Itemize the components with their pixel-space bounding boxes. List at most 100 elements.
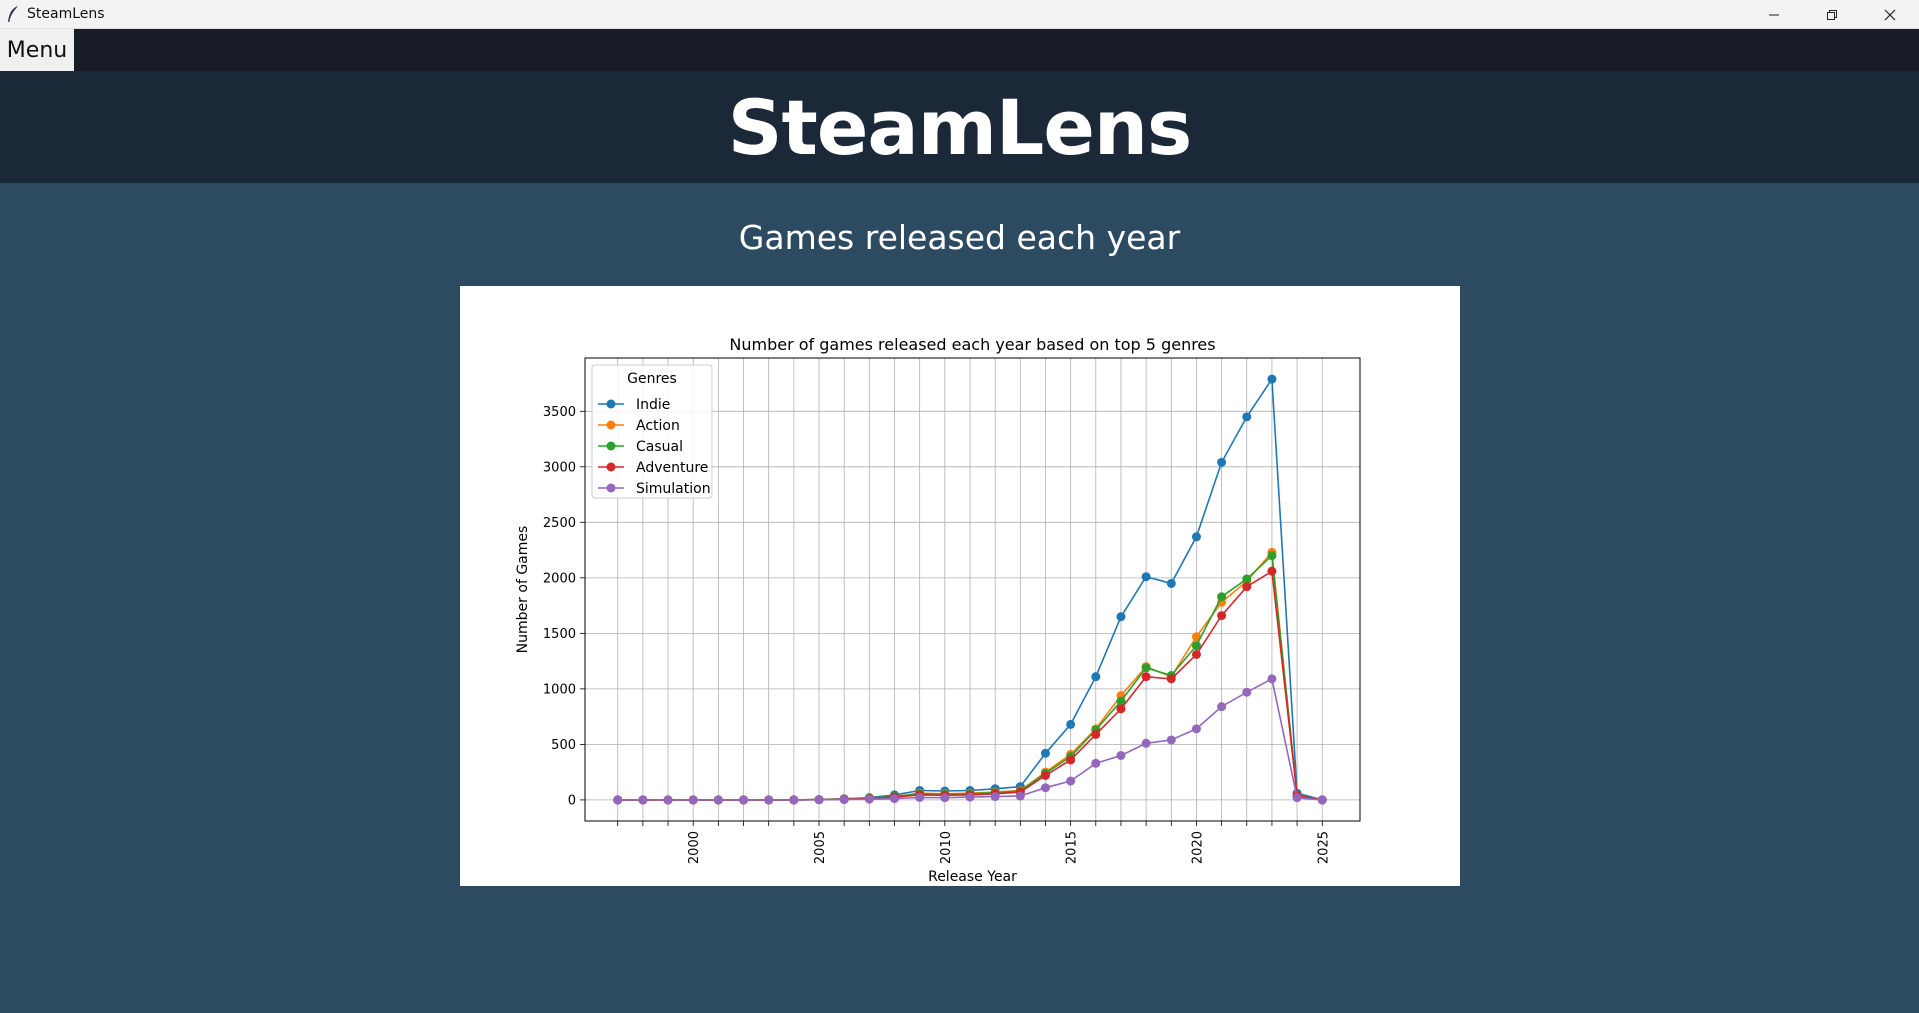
- data-point: [1141, 663, 1151, 673]
- data-point: [1217, 457, 1227, 467]
- data-point: [1267, 374, 1277, 384]
- menu-button[interactable]: Menu: [0, 29, 74, 71]
- data-point: [1091, 758, 1101, 768]
- data-point: [940, 793, 950, 803]
- data-point: [1040, 770, 1050, 780]
- minimize-button[interactable]: [1745, 0, 1803, 29]
- x-tick-label: 2020: [1190, 831, 1205, 864]
- data-point: [1191, 724, 1201, 734]
- data-point: [638, 795, 648, 805]
- data-point: [663, 795, 673, 805]
- legend-swatch-marker: [606, 441, 616, 451]
- restore-button[interactable]: [1803, 0, 1861, 29]
- data-point: [1267, 551, 1277, 561]
- y-tick-label: 2500: [543, 516, 576, 531]
- data-point: [1217, 611, 1227, 621]
- app-title: SteamLens: [727, 82, 1192, 172]
- data-point: [713, 795, 723, 805]
- x-tick-label: 2000: [687, 831, 702, 864]
- y-tick-label: 500: [551, 738, 576, 753]
- data-point: [1242, 582, 1252, 592]
- section-title: Games released each year: [738, 218, 1181, 257]
- data-point: [915, 792, 925, 802]
- y-axis-label: Number of Games: [515, 526, 531, 654]
- data-point: [1242, 574, 1252, 584]
- data-point: [1116, 704, 1126, 714]
- y-tick-label: 3500: [543, 405, 576, 420]
- data-point: [1267, 674, 1277, 684]
- data-point: [864, 794, 874, 804]
- legend-entry: Indie: [636, 397, 670, 413]
- data-point: [1015, 791, 1025, 801]
- menu-bar: Menu: [0, 29, 1919, 71]
- data-point: [1191, 641, 1201, 651]
- data-point: [1066, 755, 1076, 765]
- app-header: SteamLens: [0, 71, 1919, 183]
- data-point: [1166, 735, 1176, 745]
- chart-panel: 2000 2005 2010 2015 2020 2025 0 500 1000 1500 2000…: [460, 286, 1460, 886]
- data-point: [1191, 532, 1201, 542]
- data-point: [1166, 674, 1176, 684]
- data-point: [965, 792, 975, 802]
- data-point: [1141, 572, 1151, 582]
- y-tick-label: 3000: [543, 460, 576, 475]
- data-point: [1191, 632, 1201, 642]
- line-chart: 2000 2005 2010 2015 2020 2025 0 500 1000 1500 2000…: [515, 335, 1361, 885]
- data-point: [1066, 776, 1076, 786]
- data-point: [990, 792, 1000, 802]
- y-tick-label: 1000: [543, 682, 576, 697]
- minimize-icon: [1769, 14, 1779, 15]
- close-icon: [1884, 9, 1896, 20]
- data-point: [814, 795, 824, 805]
- data-point: [764, 795, 774, 805]
- data-point: [1267, 566, 1277, 576]
- data-point: [1141, 738, 1151, 748]
- data-point: [1317, 795, 1327, 805]
- legend-entry: Action: [636, 418, 680, 434]
- x-tick-label: 2015: [1065, 831, 1080, 864]
- y-tick-label: 1500: [543, 627, 576, 642]
- data-point: [688, 795, 698, 805]
- legend-entry: Casual: [636, 439, 683, 455]
- close-button[interactable]: [1861, 0, 1919, 29]
- data-point: [1066, 719, 1076, 729]
- data-point: [1116, 696, 1126, 706]
- x-tick-label: 2005: [813, 831, 828, 864]
- y-tick-label: 2000: [543, 571, 576, 586]
- plot-frame: [584, 357, 1361, 822]
- y-tick-label: 0: [568, 793, 576, 808]
- window-controls: [1745, 0, 1919, 29]
- data-point: [1116, 612, 1126, 622]
- x-tick-label: 2010: [939, 831, 954, 864]
- data-point: [1040, 748, 1050, 758]
- data-point: [1116, 750, 1126, 760]
- data-point: [739, 795, 749, 805]
- data-point: [889, 794, 899, 804]
- data-point: [1191, 649, 1201, 659]
- data-point: [1166, 578, 1176, 588]
- data-point: [1242, 412, 1252, 422]
- data-point: [839, 795, 849, 805]
- legend-entry: Simulation: [636, 481, 711, 497]
- window-title: SteamLens: [27, 6, 105, 22]
- data-point: [1040, 783, 1050, 793]
- x-axis-label: Release Year: [928, 869, 1017, 885]
- legend-swatch-marker: [606, 483, 616, 493]
- legend-title: Genres: [627, 371, 677, 387]
- restore-icon: [1827, 9, 1837, 20]
- window-titlebar: SteamLens: [0, 0, 1919, 29]
- data-point: [1217, 702, 1227, 712]
- legend-swatch-marker: [606, 420, 616, 430]
- data-point: [1217, 592, 1227, 602]
- chart-title: Number of games released each year based…: [729, 335, 1215, 354]
- x-tick-label: 2025: [1316, 831, 1331, 864]
- data-point: [1141, 672, 1151, 682]
- legend-swatch-marker: [606, 399, 616, 409]
- feather-icon: [8, 6, 18, 22]
- data-point: [613, 795, 623, 805]
- legend-swatch-marker: [606, 462, 616, 472]
- data-point: [1292, 793, 1302, 803]
- data-point: [1242, 687, 1252, 697]
- data-point: [1091, 672, 1101, 682]
- data-point: [789, 795, 799, 805]
